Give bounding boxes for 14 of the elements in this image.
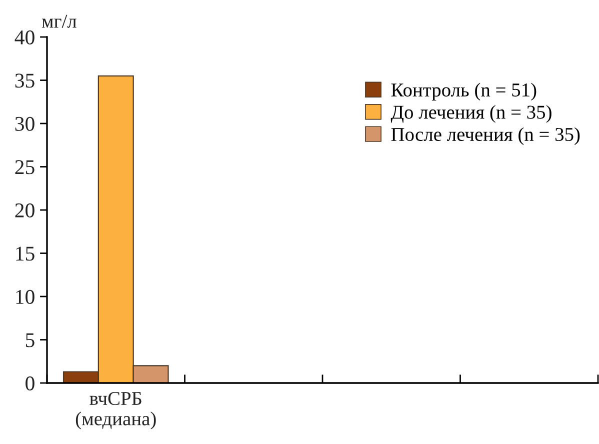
y-axis-title: мг/л	[42, 14, 76, 28]
y-tick-label: 30	[15, 116, 34, 131]
y-tick-label: 35	[15, 74, 34, 88]
y-tick-label: 5	[26, 333, 34, 348]
legend-label: До лечения (n = 35)	[390, 105, 552, 123]
legend-label: После лечения (n = 35)	[391, 127, 580, 145]
legend-label: Контроль (n = 51)	[391, 82, 536, 101]
y-tick-label: 25	[15, 160, 34, 174]
x-tick-label: вчСРБ (медиана)	[76, 392, 156, 430]
y-tick-label: 20	[15, 203, 34, 218]
y-tick-label: 15	[16, 246, 34, 261]
y-tick-label: 0	[26, 376, 34, 390]
y-tick-label: 40	[14, 30, 34, 44]
y-tick-label: 10	[16, 290, 34, 304]
